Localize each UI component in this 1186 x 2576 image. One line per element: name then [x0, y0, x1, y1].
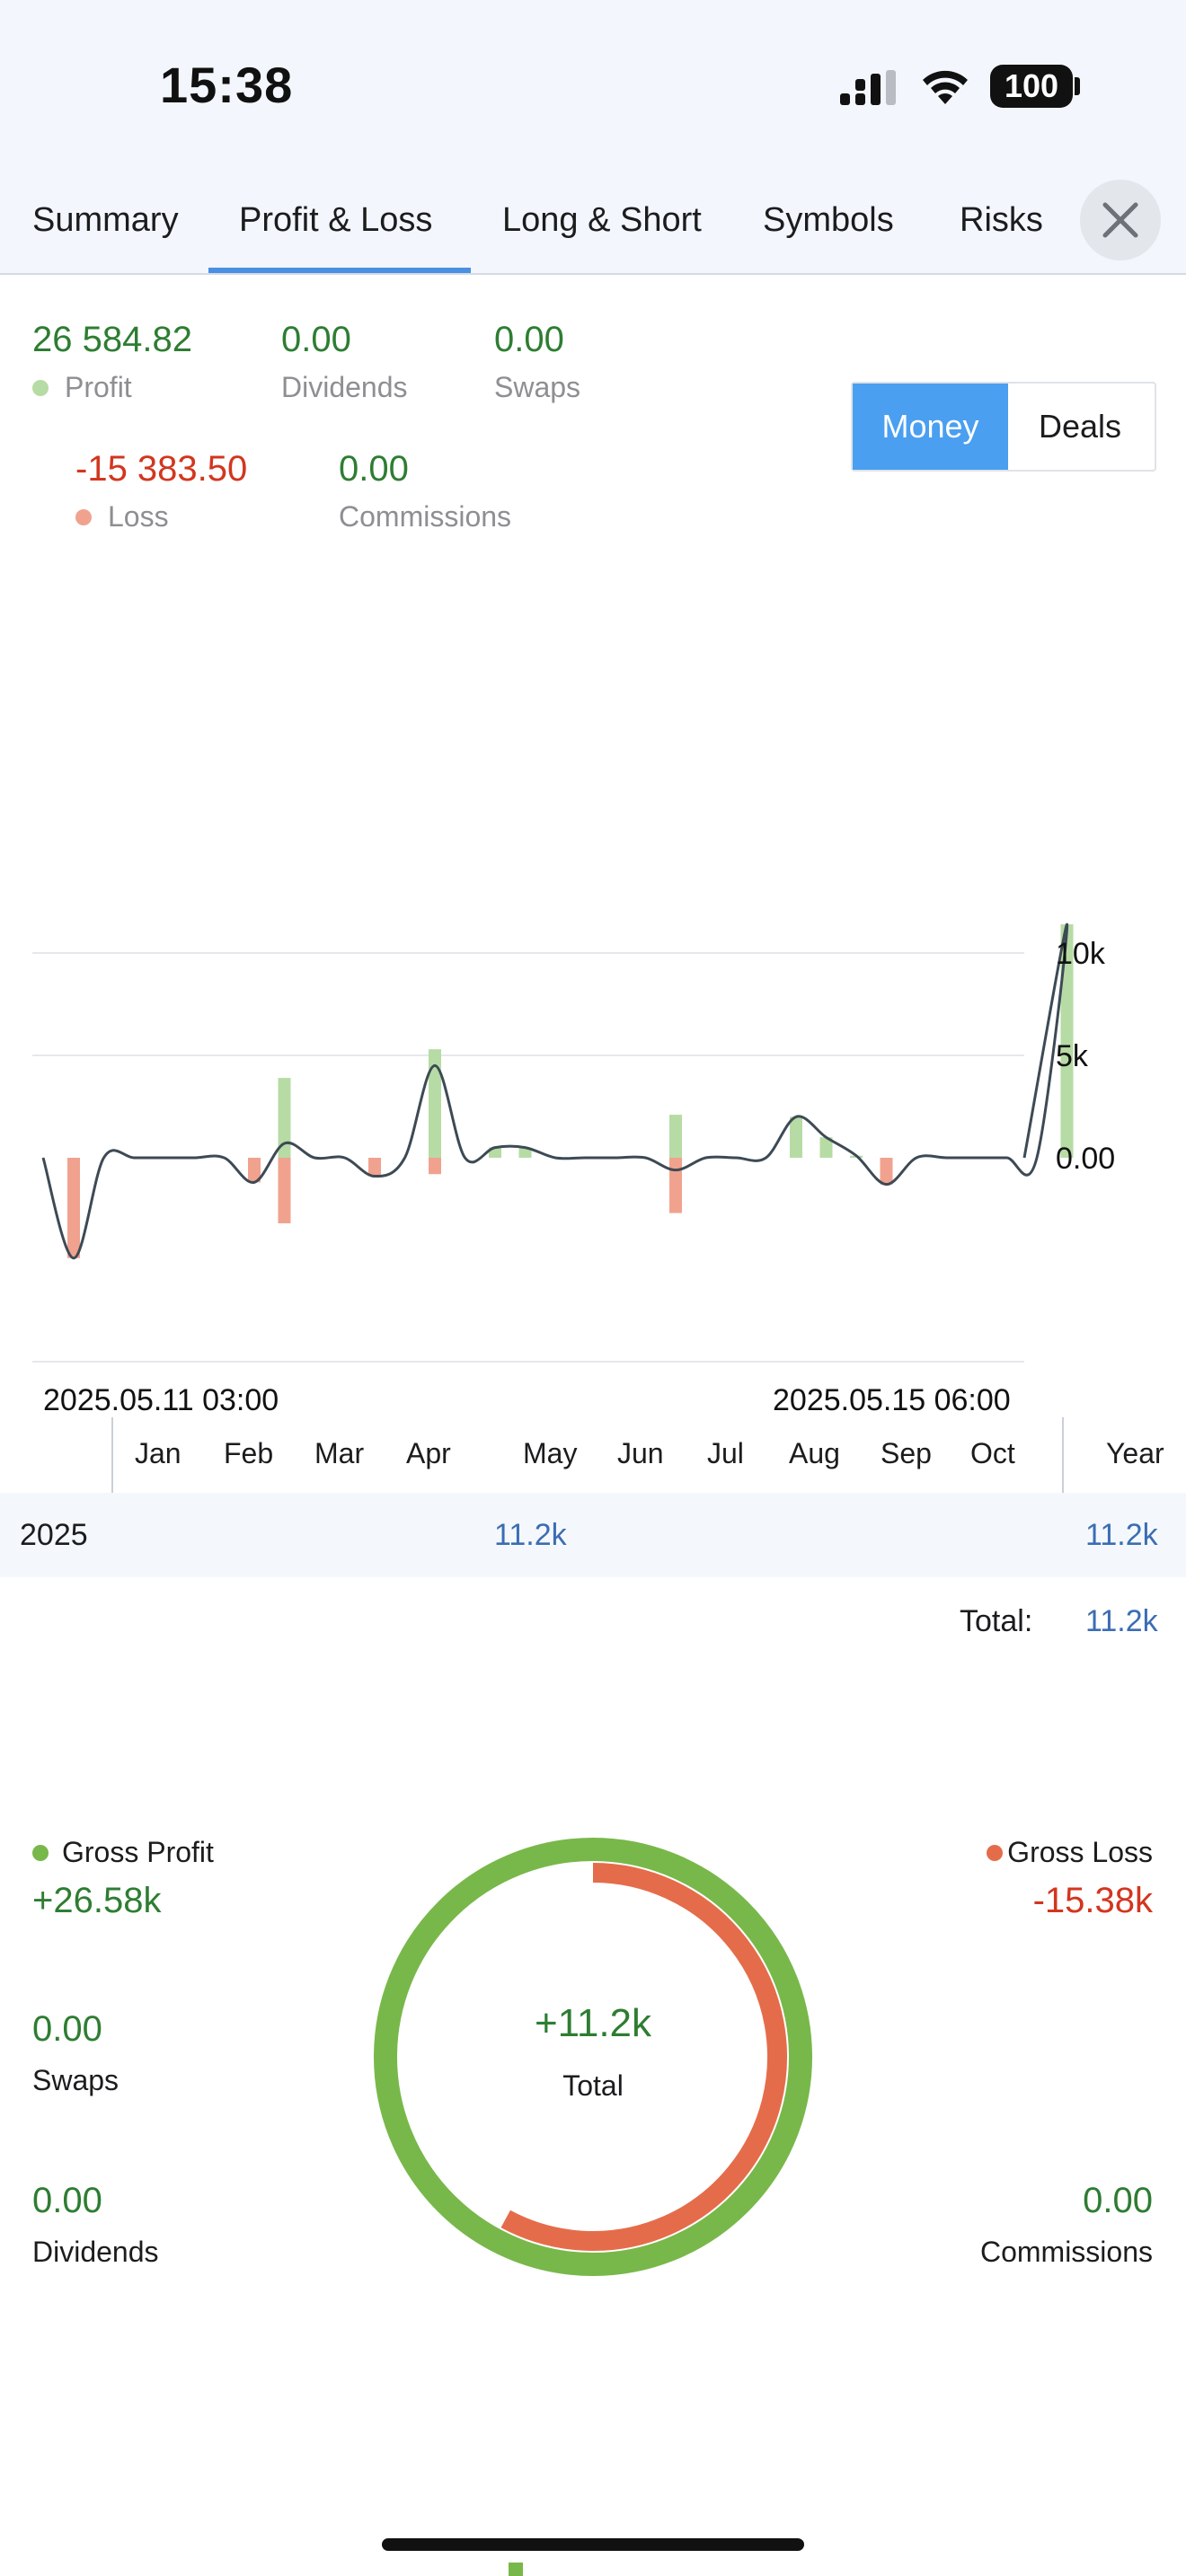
loss-bar	[429, 1158, 441, 1175]
gross-loss-label: Gross Loss	[1007, 1836, 1153, 1868]
dividends-total-value: 0.00	[32, 2181, 102, 2220]
commissions-total-value: 0.00	[1083, 2181, 1153, 2220]
profit-bar	[278, 1078, 291, 1158]
deals-toggle-button[interactable]: Deals	[1038, 408, 1122, 445]
donut-center-label: Total	[562, 2069, 624, 2102]
profit-bar	[489, 1147, 501, 1158]
tab-symbols[interactable]: Symbols	[763, 201, 894, 239]
profit-label: Profit	[65, 371, 132, 403]
gross-loss-dot	[987, 1845, 1003, 1861]
commissions-value: 0.00	[339, 449, 409, 489]
y-tick-label: 0.00	[1056, 1142, 1115, 1176]
month-jul: Jul	[707, 1437, 744, 1469]
total-value: 11.2k	[1085, 1604, 1158, 1638]
month-jun: Jun	[617, 1437, 664, 1469]
status-bar	[0, 0, 1186, 171]
loss-bar	[278, 1158, 291, 1223]
month-oct: Oct	[970, 1437, 1015, 1469]
dividends-total-label: Dividends	[32, 2236, 159, 2268]
month-may: May	[523, 1437, 578, 1469]
active-tab-indicator	[208, 268, 471, 273]
total-label: Total:	[960, 1604, 1033, 1638]
month-aug: Aug	[789, 1437, 840, 1469]
profit-bar	[429, 1049, 441, 1158]
profit-legend-dot	[32, 380, 49, 396]
profit-bar	[790, 1116, 802, 1158]
profit-value: 26 584.82	[32, 320, 192, 359]
month-feb: Feb	[224, 1437, 274, 1469]
gross-donut-chart	[374, 1838, 812, 2276]
calendar-year-row[interactable]	[0, 1493, 1186, 1577]
gross-profit-dot	[32, 1845, 49, 1861]
tab-summary[interactable]: Summary	[32, 201, 179, 239]
tab-profit-loss[interactable]: Profit & Loss	[239, 201, 433, 239]
chart-x-end-label: 2025.05.15 06:00	[773, 1383, 1011, 1417]
gross-profit-ring	[374, 1838, 812, 2276]
commissions-total-label: Commissions	[979, 2236, 1153, 2268]
battery-tip	[1075, 77, 1080, 95]
cellular-signal-icon	[840, 70, 896, 105]
battery-icon	[990, 65, 1073, 108]
loss-bar	[67, 1158, 80, 1258]
row-month-value: 11.2k	[494, 1518, 567, 1552]
chart-grid	[32, 952, 1024, 1363]
year-column-header: Year	[1106, 1437, 1164, 1469]
donut-center-value: +11.2k	[534, 2001, 652, 2045]
chart-bars	[67, 924, 1074, 1258]
month-mar: Mar	[314, 1437, 365, 1469]
scroll-hint-bar	[509, 2563, 523, 2576]
loss-bar	[669, 1158, 682, 1213]
commissions-label: Commissions	[339, 500, 512, 533]
loss-legend-dot	[75, 509, 92, 525]
loss-bar	[880, 1158, 893, 1185]
swaps-value: 0.00	[494, 320, 564, 359]
profit-bar	[669, 1115, 682, 1158]
gross-profit-value: +26.58k	[32, 1881, 162, 1920]
profit-bar	[518, 1147, 532, 1158]
tab-risks[interactable]: Risks	[960, 201, 1043, 239]
month-jan: Jan	[135, 1437, 181, 1469]
battery-level: 100	[1004, 67, 1059, 104]
swaps-total-label: Swaps	[32, 2064, 119, 2096]
swaps-total-value: 0.00	[32, 2009, 102, 2049]
status-time: 15:38	[160, 57, 294, 113]
loss-value: -15 383.50	[75, 449, 248, 489]
dividends-label: Dividends	[281, 371, 408, 403]
row-year-total: 11.2k	[1085, 1518, 1158, 1552]
swaps-label: Swaps	[494, 371, 581, 403]
profit-bar	[819, 1137, 833, 1158]
gross-loss-arc	[500, 1863, 787, 2251]
y-axis-ticks: 10k 5k 0.00	[1056, 937, 1115, 1176]
tab-long-short[interactable]: Long & Short	[502, 201, 702, 239]
close-button[interactable]	[1080, 180, 1161, 260]
month-sep: Sep	[881, 1437, 932, 1469]
net-line	[41, 922, 1069, 1260]
gross-profit-label: Gross Profit	[62, 1836, 214, 1868]
y-tick-label: 5k	[1056, 1039, 1089, 1073]
month-apr: Apr	[406, 1437, 451, 1469]
loss-bar	[248, 1158, 261, 1183]
money-toggle-button[interactable]: Money	[853, 384, 1008, 470]
profit-loss-chart: 10k 5k 0.00	[32, 922, 1115, 1363]
row-year-label: 2025	[20, 1518, 88, 1552]
gross-loss-value: -15.38k	[1032, 1881, 1153, 1920]
y-tick-label: 10k	[1056, 937, 1106, 971]
dividends-value: 0.00	[281, 320, 351, 359]
home-indicator	[382, 2538, 804, 2551]
profit-bar	[1060, 924, 1074, 1158]
tab-bar: Summary Profit & Loss Long & Short Symbo…	[0, 171, 1186, 275]
wifi-icon	[923, 70, 968, 104]
loss-label: Loss	[108, 500, 169, 533]
loss-bar	[368, 1158, 381, 1177]
chart-x-start-label: 2025.05.11 03:00	[43, 1383, 279, 1417]
close-icon	[1102, 202, 1138, 238]
